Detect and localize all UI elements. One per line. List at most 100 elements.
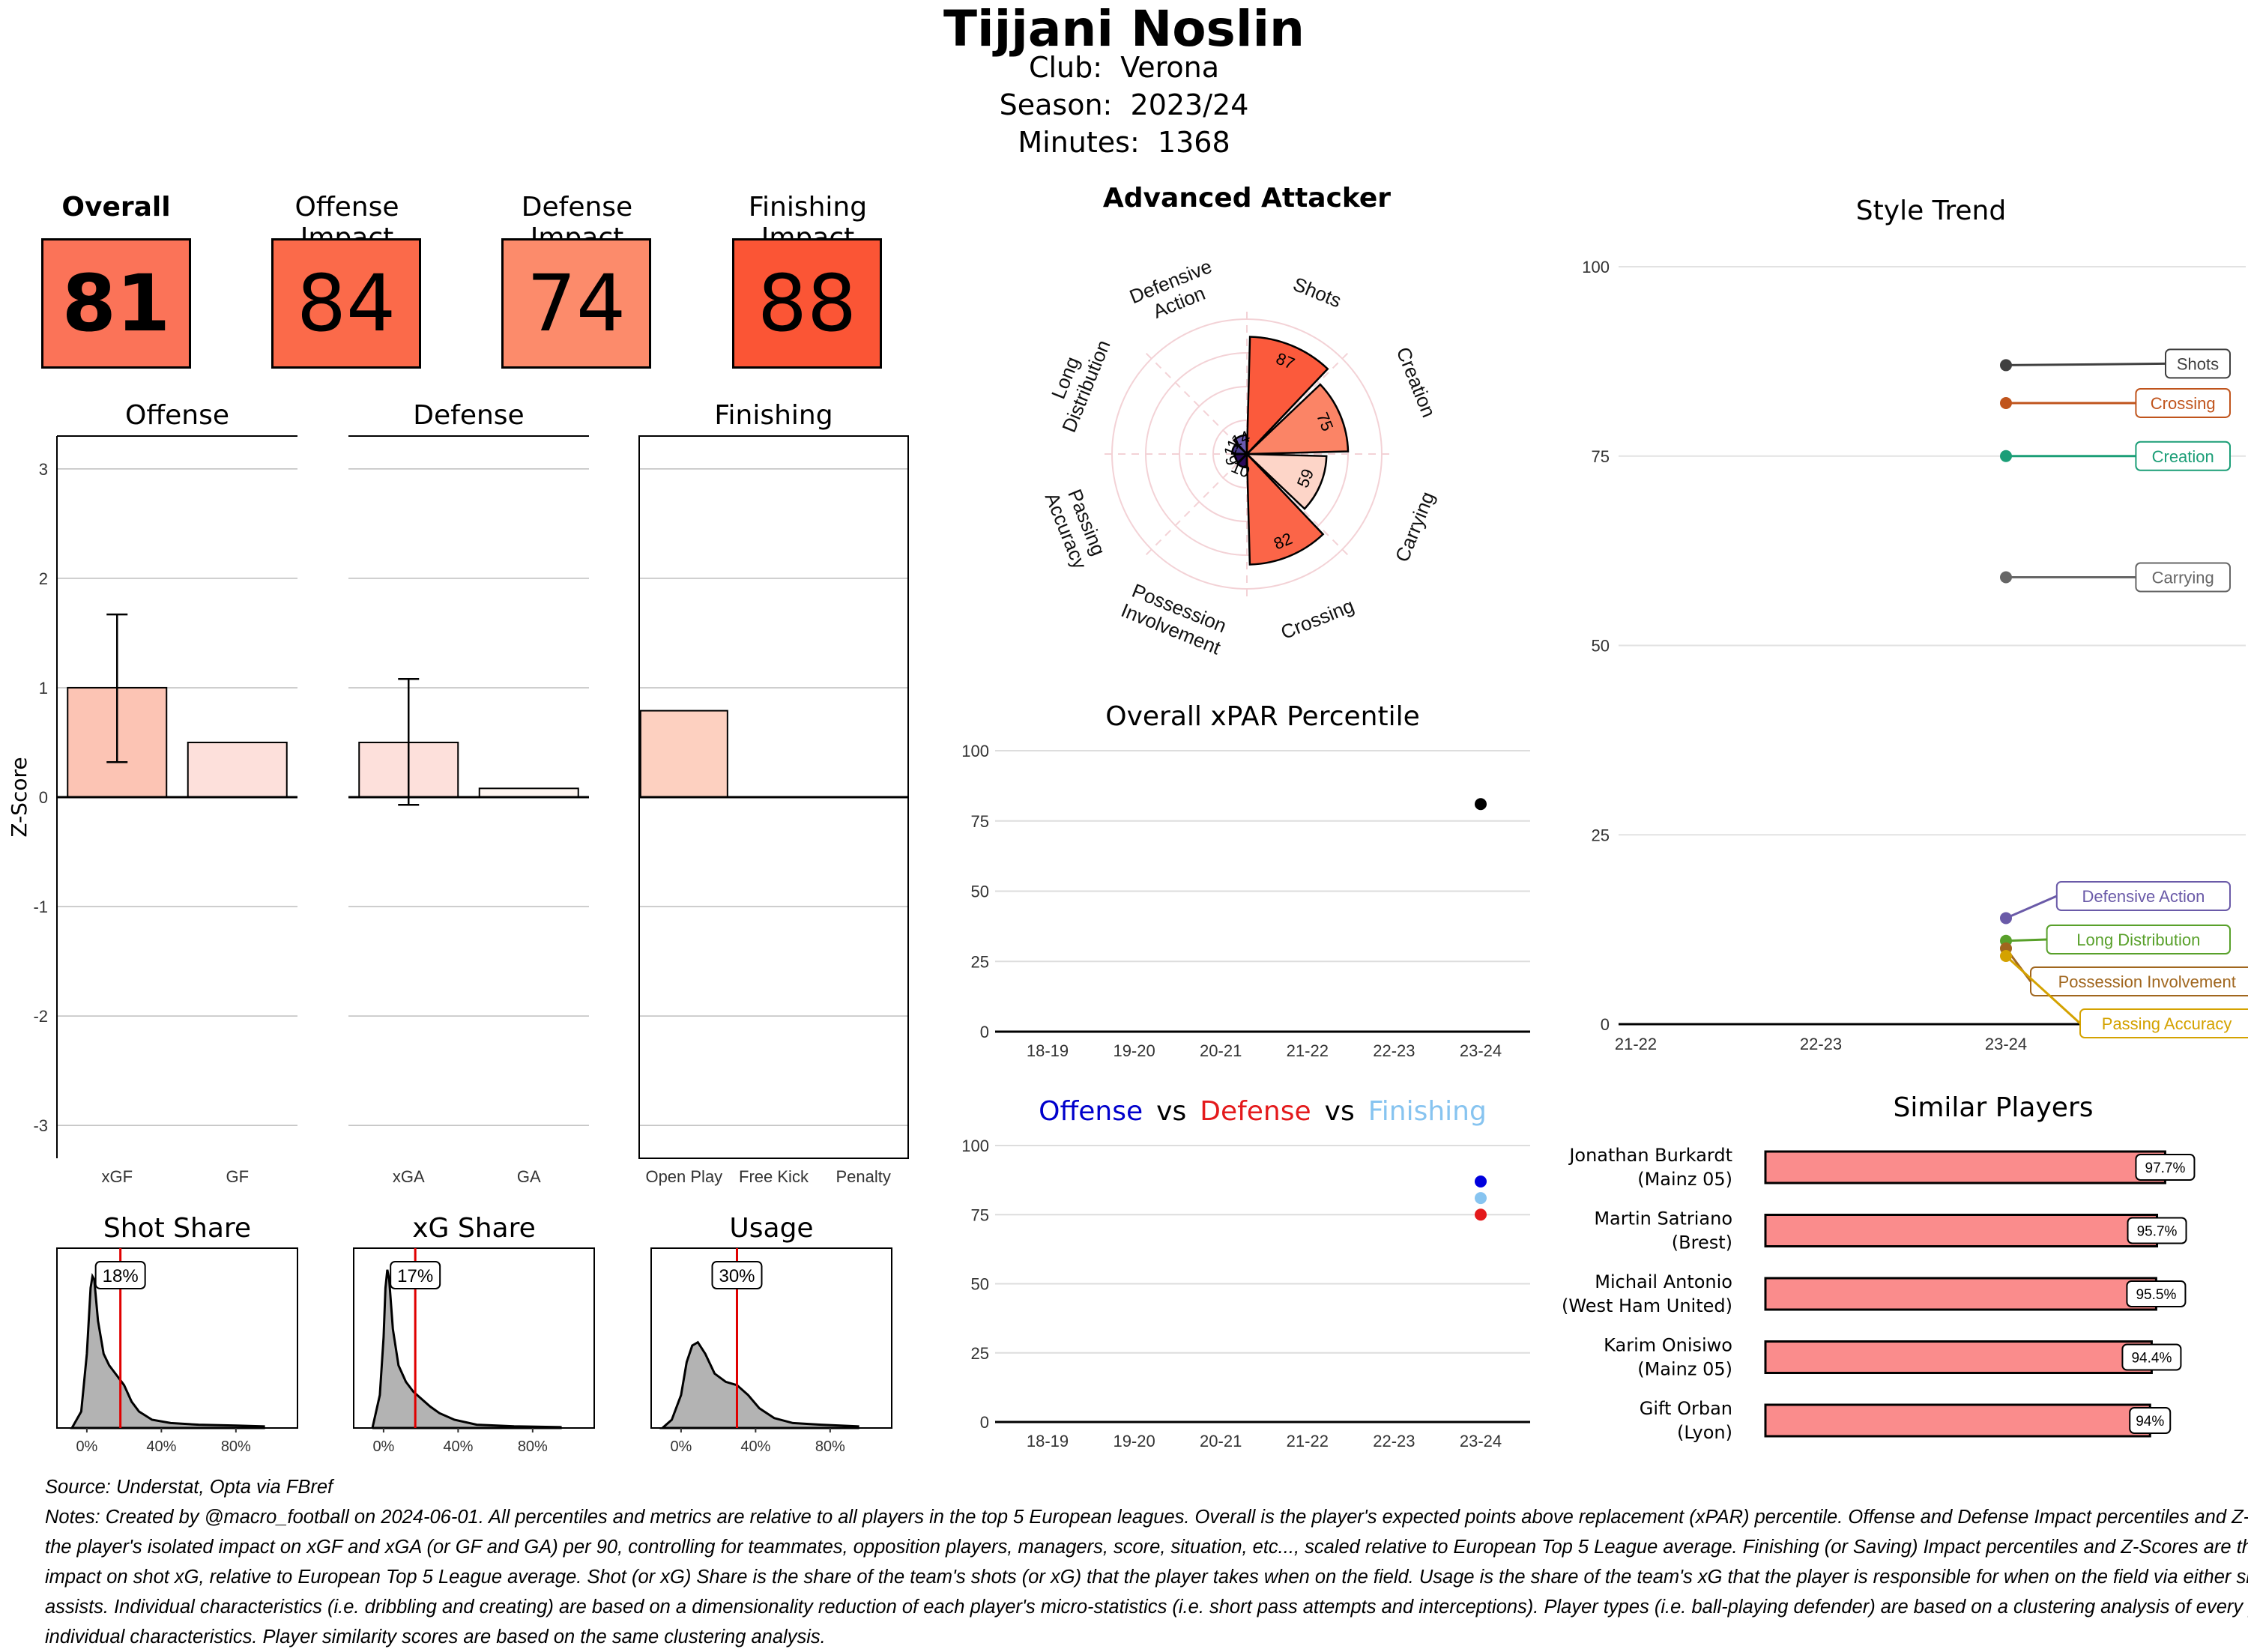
similarity-label-box	[2129, 1407, 2172, 1434]
chart-title: Style Trend	[1856, 196, 2006, 226]
panel-title: Finishing	[714, 400, 833, 431]
x-tick-label: 18-19	[1027, 1432, 1069, 1450]
radar-category-label: Crossing	[1278, 594, 1357, 644]
player-name-label: Michail Antonio	[1595, 1271, 1732, 1292]
season-line: Season: 2023/24	[0, 88, 2248, 121]
similarity-label-box	[2135, 1154, 2196, 1181]
trend-label-box	[2079, 1008, 2248, 1038]
player-name-label: Gift Orban	[1640, 1398, 1732, 1419]
footer-notes-line: assists. Individual characteristics (i.e…	[45, 1597, 2248, 1618]
trend-label: Defensive Action	[2082, 887, 2205, 906]
panel-title: Defense	[413, 400, 524, 431]
x-tick-label: 21-22	[1287, 1041, 1329, 1060]
x-tick-label: Open Play	[645, 1167, 722, 1186]
y-tick-label: 75	[971, 1205, 989, 1224]
player-name: Tijjani Noslin	[943, 0, 1305, 58]
x-tick-label: 23-24	[1460, 1432, 1502, 1450]
radar-category-label: Carrying	[1391, 488, 1439, 565]
y-tick-label: -1	[33, 898, 48, 916]
trend-label-box	[2046, 925, 2232, 954]
trend-label-box	[2135, 562, 2231, 593]
marker-label-box	[94, 1261, 146, 1289]
chart-title-part: vs	[1156, 1096, 1186, 1127]
y-tick-label: 25	[971, 1344, 989, 1363]
bar	[478, 787, 579, 799]
y-tick-label: 0	[980, 1413, 989, 1432]
marker-label-box	[390, 1261, 441, 1289]
similarity-label: 97.7%	[2145, 1161, 2186, 1176]
x-tick-label: 18-19	[1027, 1041, 1069, 1060]
y-tick-label: -2	[33, 1007, 48, 1026]
trend-label-box	[2135, 387, 2231, 418]
trend-point	[2000, 571, 2012, 584]
x-tick-label: 22-23	[1373, 1041, 1415, 1060]
trend-point	[2000, 359, 2012, 372]
marker-label: 30%	[719, 1266, 755, 1286]
trend-label: Passing Accuracy	[2102, 1014, 2232, 1033]
card-value-overall: 81	[41, 238, 191, 369]
chart-title-part: Offense	[1039, 1096, 1143, 1127]
panel-title: Shot Share	[103, 1213, 251, 1244]
density-curve	[659, 1340, 859, 1429]
trend-label-box	[2165, 348, 2231, 379]
card-title-overall: Overall	[61, 192, 171, 223]
trend-line	[2005, 895, 2058, 919]
similarity-bar	[1764, 1214, 2159, 1247]
trend-point	[2000, 912, 2012, 925]
y-tick-label: 100	[1582, 258, 1610, 276]
x-tick-label: 23-24	[1460, 1041, 1502, 1060]
player-club-label: (Brest)	[1672, 1232, 1732, 1253]
minutes-label: Minutes:	[1018, 126, 1140, 159]
similarity-label: 94.4%	[2131, 1351, 2172, 1367]
trend-label: Shots	[2177, 354, 2219, 373]
x-tick-label: 21-22	[1615, 1035, 1657, 1053]
radar-bar	[1232, 434, 1248, 457]
y-tick-label: -3	[33, 1116, 48, 1135]
trend-point	[2000, 396, 2012, 409]
similarity-bar	[1764, 1150, 2166, 1184]
radar-bar	[1244, 383, 1350, 456]
footer-notes-line: impact on shot xG, relative to European …	[45, 1567, 2248, 1588]
similarity-label: 94%	[2136, 1414, 2164, 1429]
similarity-bar	[1764, 1340, 2153, 1374]
footer-notes-line: Notes: Created by @macro_football on 202…	[45, 1507, 2248, 1528]
similarity-label: 95.5%	[2136, 1287, 2176, 1303]
y-tick-label: 3	[39, 460, 48, 479]
x-tick-label: 40%	[146, 1438, 176, 1455]
chart-title-part: Finishing	[1368, 1096, 1487, 1127]
player-name-label: Karim Onisiwo	[1604, 1335, 1732, 1356]
x-tick-label: 21-22	[1287, 1432, 1329, 1450]
radar-spoke	[1246, 352, 1349, 455]
data-point	[1475, 1192, 1487, 1205]
season-value: 2023/24	[1130, 88, 1249, 121]
x-tick-label: Free Kick	[739, 1167, 809, 1186]
trend-line	[2004, 954, 2082, 1025]
y-tick-label: 0	[980, 1023, 989, 1041]
x-tick-label: 0%	[372, 1438, 394, 1455]
trend-line	[2005, 938, 2047, 943]
marker-label: 18%	[103, 1266, 139, 1286]
season-label: Season:	[999, 88, 1113, 121]
x-tick-label: 40%	[443, 1438, 473, 1455]
y-tick-label: 50	[971, 1275, 989, 1294]
x-tick-label: 20-21	[1200, 1432, 1242, 1450]
card-value-finishing-impact: 88	[732, 238, 882, 369]
y-tick-label: 0	[39, 788, 48, 807]
x-tick-label: xGA	[393, 1167, 425, 1186]
card-value-defense-impact: 74	[501, 238, 651, 369]
radar-bar	[1245, 451, 1325, 566]
y-tick-label: 25	[971, 952, 989, 971]
y-tick-label: 75	[1592, 447, 1610, 466]
y-tick-label: 100	[961, 742, 989, 760]
x-tick-label: 40%	[740, 1438, 770, 1455]
similarity-label-box	[2127, 1217, 2187, 1244]
y-tick-label: 100	[961, 1137, 989, 1155]
data-point	[1475, 1208, 1487, 1221]
y-tick-label: 2	[39, 569, 48, 588]
trend-label: Creation	[2152, 447, 2214, 466]
panel-title: Offense	[125, 400, 229, 431]
player-name-label: Martin Satriano	[1594, 1208, 1732, 1229]
y-tick-label: 0	[1601, 1015, 1610, 1034]
similarity-bar	[1764, 1277, 2157, 1311]
x-tick-label: 0%	[76, 1438, 97, 1455]
